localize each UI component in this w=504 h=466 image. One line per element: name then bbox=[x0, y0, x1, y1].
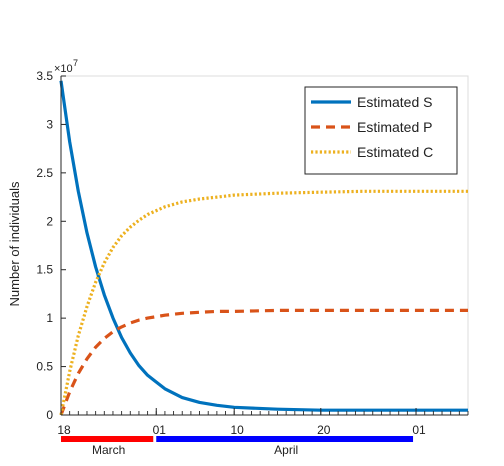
legend-label-1: Estimated S bbox=[357, 94, 432, 110]
series-line-3 bbox=[59, 189, 468, 416]
y-tick-label: 1 bbox=[46, 311, 53, 325]
y-exponent-base: ×10 bbox=[54, 63, 73, 75]
x-tick-label: 18 bbox=[57, 423, 71, 437]
y-tick-label: 0 bbox=[46, 408, 53, 422]
series-layer bbox=[59, 80, 468, 416]
x-tick-label: 01 bbox=[412, 423, 426, 437]
month-band-label: March bbox=[92, 443, 125, 457]
y-exponent: ×10 7 bbox=[54, 58, 78, 75]
month-band-label: April bbox=[274, 443, 298, 457]
series-line-1 bbox=[59, 80, 468, 412]
x-tick-label: 01 bbox=[153, 423, 167, 437]
month-bands: March April bbox=[61, 436, 414, 457]
y-tick-label: 0.5 bbox=[36, 360, 53, 374]
y-axis-label: Number of individuals bbox=[7, 181, 22, 307]
y-exponent-power: 7 bbox=[73, 58, 78, 68]
series-line-2 bbox=[59, 308, 468, 416]
y-tick-label: 3.5 bbox=[36, 69, 53, 83]
axes-layer: 0 0.5 1 1.5 2 2.5 3 3.5 18 01 10 20 01 bbox=[36, 69, 469, 437]
y-tick-label: 3 bbox=[46, 117, 53, 131]
legend-label-2: Estimated P bbox=[357, 119, 432, 135]
y-tick-label: 2 bbox=[46, 214, 53, 228]
legend-label-3: Estimated C bbox=[357, 144, 433, 160]
x-tick-label: 10 bbox=[231, 423, 245, 437]
month-band bbox=[61, 436, 154, 442]
legend: Estimated S Estimated P Estimated C bbox=[304, 86, 458, 175]
x-tick-label: 20 bbox=[317, 423, 331, 437]
y-tick-label: 2.5 bbox=[36, 166, 53, 180]
y-tick-label: 1.5 bbox=[36, 263, 53, 277]
month-band bbox=[156, 436, 414, 442]
